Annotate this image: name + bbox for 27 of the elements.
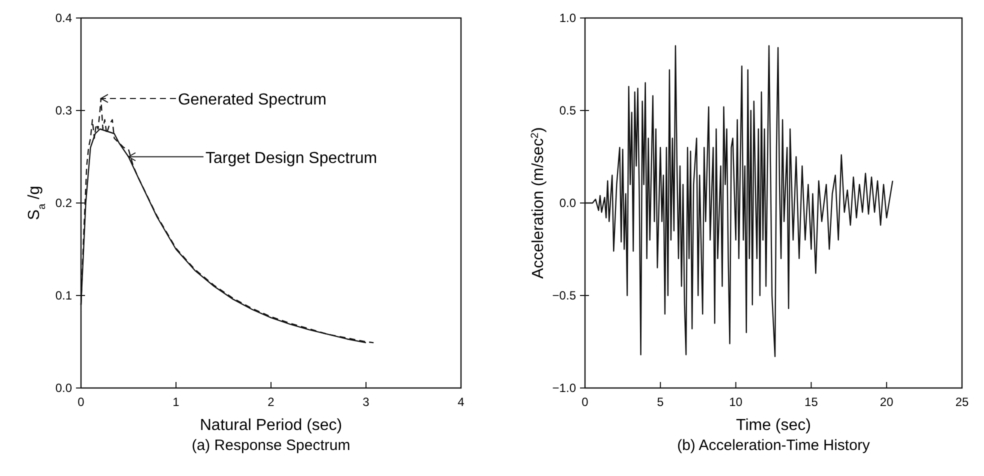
x-tick-label: 20 (880, 395, 894, 409)
text: (b) Acceleration-Time History (677, 437, 870, 454)
y-tick-label: 0.0 (559, 196, 576, 210)
legend-label: Target Design Spectrum (206, 150, 378, 167)
x-tick-label: 0 (78, 395, 85, 409)
x-tick-label: 1 (172, 395, 180, 409)
y-tick-label: 0.0 (55, 381, 72, 395)
x-tick-label: 0 (582, 395, 589, 409)
y-tick-label: −1.0 (552, 381, 576, 395)
x-tick-label: 2 (268, 395, 275, 409)
y-tick-label: 0.1 (55, 288, 72, 302)
text: (a) Response Spectrum (192, 437, 350, 454)
x-tick-label: 15 (804, 395, 818, 409)
y-tick-label: 0.4 (55, 11, 72, 25)
y-tick-label: 1.0 (559, 11, 576, 25)
y-tick-label: 0.5 (559, 104, 576, 118)
x-axis-title: Natural Period (sec) (200, 417, 342, 434)
y-tick-label: −0.5 (552, 288, 576, 302)
x-tick-label: 5 (657, 395, 664, 409)
x-tick-label: 25 (955, 395, 969, 409)
y-tick-label: 0.2 (55, 196, 72, 210)
x-tick-label: 10 (729, 395, 743, 409)
x-tick-label: 4 (458, 395, 465, 409)
y-tick-label: 0.3 (55, 104, 72, 118)
x-axis-title: Time (sec) (736, 417, 811, 434)
legend-label: Generated Spectrum (178, 91, 326, 108)
x-tick-label: 3 (362, 395, 370, 409)
